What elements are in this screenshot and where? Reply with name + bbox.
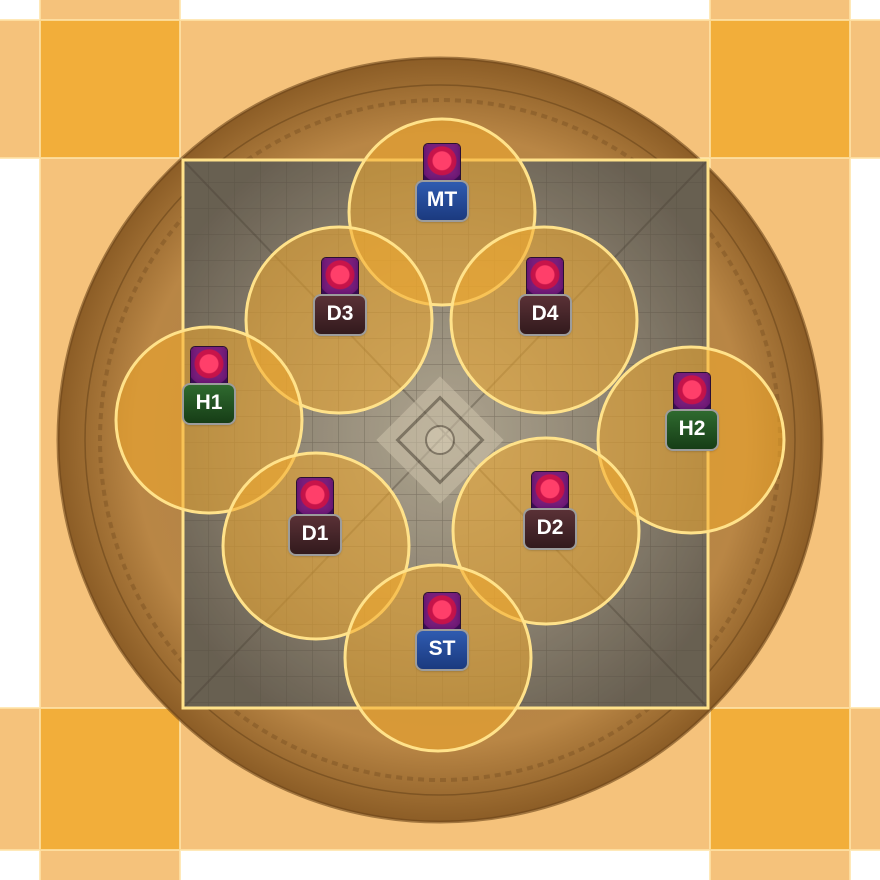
player-marker-d3: D3 — [313, 258, 367, 334]
role-badge: H2 — [667, 411, 717, 449]
debuff-orb-icon — [674, 373, 710, 415]
player-marker-d1: D1 — [288, 478, 342, 554]
role-badge: H1 — [184, 385, 234, 423]
player-marker-mt: MT — [415, 144, 469, 220]
player-marker-st: ST — [415, 593, 469, 669]
player-marker-d2: D2 — [523, 472, 577, 548]
role-badge: ST — [417, 631, 467, 669]
role-badge: D3 — [315, 296, 365, 334]
role-badge: D1 — [290, 516, 340, 554]
corner-zone-top-right — [710, 20, 850, 158]
corner-zone-bottom-left — [40, 708, 180, 850]
role-badge: MT — [417, 182, 467, 220]
player-marker-h1: H1 — [182, 347, 236, 423]
debuff-orb-icon — [424, 144, 460, 186]
debuff-orb-icon — [532, 472, 568, 514]
debuff-orb-icon — [191, 347, 227, 389]
role-badge: D4 — [520, 296, 570, 334]
debuff-orb-icon — [297, 478, 333, 520]
debuff-orb-icon — [527, 258, 563, 300]
corner-zone-bottom-right — [710, 708, 850, 850]
center-ornament — [376, 376, 504, 504]
player-marker-d4: D4 — [518, 258, 572, 334]
corner-zone-top-left — [40, 20, 180, 158]
player-marker-h2: H2 — [665, 373, 719, 449]
role-badge: D2 — [525, 510, 575, 548]
debuff-orb-icon — [322, 258, 358, 300]
debuff-orb-icon — [424, 593, 460, 635]
